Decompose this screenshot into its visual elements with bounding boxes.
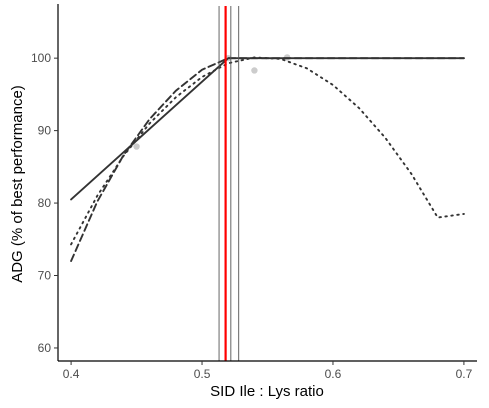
y-axis-title: ADG (% of best performance) <box>9 85 26 283</box>
y-tick-label: 100 <box>31 51 51 65</box>
x-axis-title: SID Ile : Lys ratio <box>210 383 324 400</box>
x-tick-label: 0.6 <box>325 367 342 381</box>
reference-lines-layer <box>218 6 240 361</box>
series-layer <box>70 56 465 262</box>
data-point-2 <box>251 67 258 74</box>
data-point-0 <box>133 143 140 150</box>
y-tick-label: 90 <box>38 124 52 138</box>
y-tick-label: 80 <box>38 196 52 210</box>
series-line-solid <box>70 57 465 201</box>
axes-layer <box>57 4 477 362</box>
series-line-dotted <box>70 56 465 246</box>
points-layer <box>133 54 291 150</box>
x-tick-label: 0.5 <box>194 367 211 381</box>
y-tick-label: 70 <box>38 269 52 283</box>
ticks-layer: 0.4 0.5 0.6 0.7 60 70 80 90 100 <box>31 51 473 381</box>
x-tick-label: 0.7 <box>456 367 473 381</box>
y-tick-label: 60 <box>38 341 52 355</box>
series-line-dashed <box>70 57 465 262</box>
x-tick-label: 0.4 <box>63 367 80 381</box>
